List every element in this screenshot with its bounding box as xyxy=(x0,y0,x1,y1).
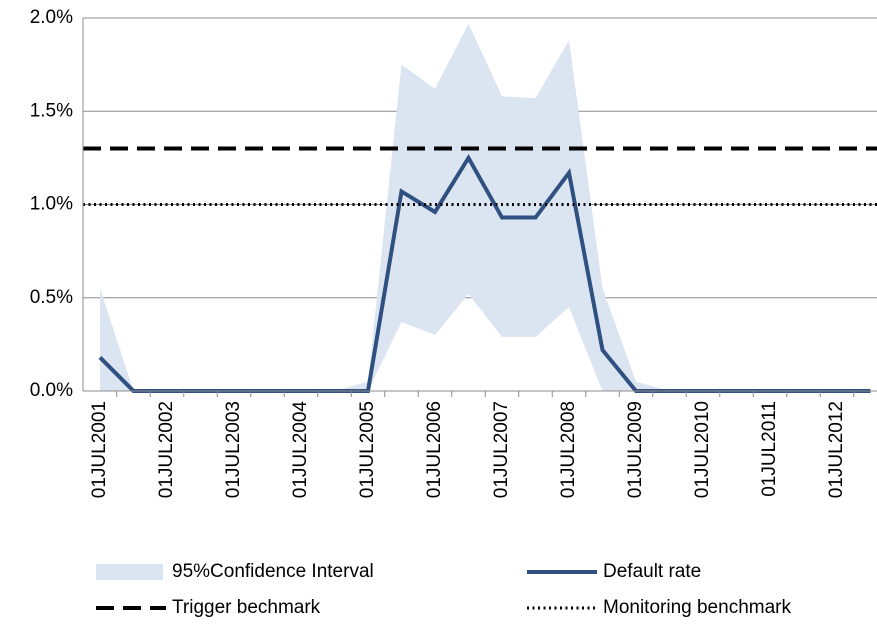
x-tick-label: 01JUL2009 xyxy=(625,401,646,498)
y-tick-label: 0.5% xyxy=(30,287,73,308)
legend-swatch xyxy=(96,564,163,580)
x-tick-label: 01JUL2002 xyxy=(156,401,177,498)
x-tick-label: 01JUL2012 xyxy=(826,401,847,498)
y-tick-label: 1.5% xyxy=(30,100,73,121)
x-tick-label: 01JUL2001 xyxy=(89,401,110,498)
x-tick-label: 01JUL2005 xyxy=(357,401,378,498)
legend-label: Trigger bechmark xyxy=(172,597,321,618)
x-tick-label: 01JUL2010 xyxy=(692,401,713,498)
x-tick-label: 01JUL2003 xyxy=(223,401,244,498)
x-tick-label: 01JUL2008 xyxy=(558,401,579,498)
confidence-band xyxy=(100,23,871,391)
y-tick-label: 2.0% xyxy=(30,7,73,28)
x-tick-label: 01JUL2007 xyxy=(491,401,512,498)
x-tick-label: 01JUL2011 xyxy=(759,401,780,497)
x-tick-label: 01JUL2004 xyxy=(290,401,311,499)
legend-label: Default rate xyxy=(603,561,701,582)
legend-label: 95%Confidence Interval xyxy=(172,561,374,582)
y-tick-label: 0.0% xyxy=(30,380,73,401)
y-tick-label: 1.0% xyxy=(30,194,73,215)
legend-label: Monitoring benchmark xyxy=(603,597,791,618)
x-tick-label: 01JUL2006 xyxy=(424,401,445,498)
